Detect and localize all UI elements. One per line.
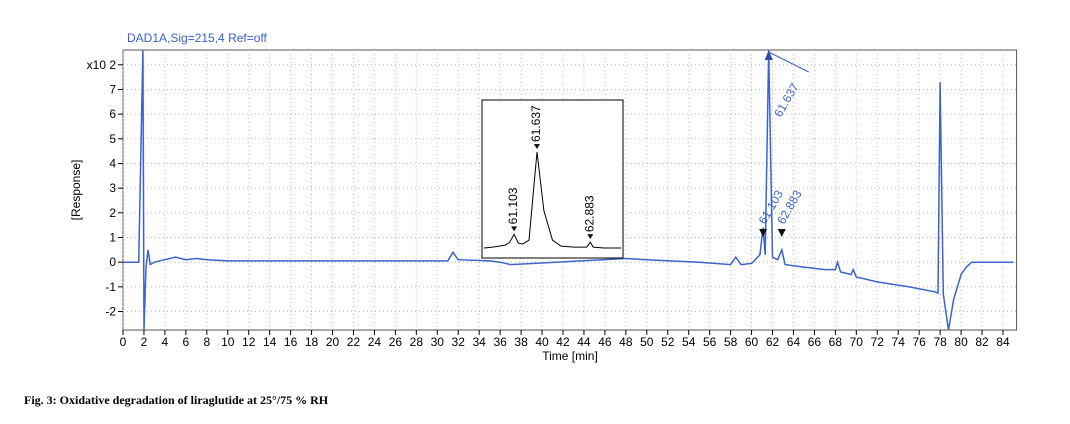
inset-line (483, 151, 621, 249)
y-tick-label: 0 (109, 255, 116, 269)
x-tick-label: 50 (640, 335, 654, 349)
x-tick-label: 40 (535, 335, 549, 349)
y-tick-label: -2 (105, 304, 116, 318)
x-tick-label: 82 (975, 335, 989, 349)
x-tick-label: 76 (912, 335, 926, 349)
x-tick-label: 68 (829, 335, 843, 349)
y-tick-label: 7 (109, 82, 116, 96)
x-tick-label: 42 (556, 335, 570, 349)
peak-marker (587, 234, 594, 240)
x-tick-label: 70 (850, 335, 864, 349)
x-tick-label: 8 (203, 335, 210, 349)
x-tick-label: 24 (368, 335, 382, 349)
y-tick-label: 1 (109, 230, 116, 244)
x-tick-label: 52 (661, 335, 675, 349)
caption: Fig. 3: Oxidative degradation of liraglu… (24, 393, 329, 407)
peak-marker (511, 226, 518, 232)
x-tick-label: 22 (347, 335, 361, 349)
x-tick-label: 62 (766, 335, 780, 349)
chart-title: DAD1A,Sig=215,4 Ref=off (127, 31, 268, 45)
x-tick-label: 74 (892, 335, 906, 349)
peak-arrow (764, 50, 773, 60)
x-axis-label: Time [min] (542, 349, 598, 363)
x-tick-label: 64 (787, 335, 801, 349)
inset-box (481, 99, 624, 259)
x-tick-label: 36 (493, 335, 507, 349)
data-line (123, 49, 1014, 331)
x-tick-label: 2 (141, 335, 148, 349)
peak-marker (759, 229, 768, 238)
x-tick-label: 54 (682, 335, 696, 349)
x-tick-label: 72 (871, 335, 885, 349)
x-tick-label: 12 (242, 335, 256, 349)
x-tick-label: 30 (431, 335, 445, 349)
x-tick-label: 80 (954, 335, 968, 349)
x-tick-label: 60 (745, 335, 759, 349)
y-tick-label: x10 2 (87, 58, 117, 72)
x-tick-label: 38 (514, 335, 528, 349)
x-tick-label: 26 (389, 335, 403, 349)
x-tick-label: 16 (284, 335, 298, 349)
x-tick-label: 34 (473, 335, 487, 349)
x-tick-label: 14 (263, 335, 277, 349)
y-axis-label: [Response] (69, 160, 83, 221)
label-leader (768, 51, 809, 73)
x-tick-label: 56 (703, 335, 717, 349)
x-tick-label: 6 (183, 335, 190, 349)
y-tick-label: 5 (109, 132, 116, 146)
x-tick-label: 20 (326, 335, 340, 349)
inset-peak-label: 62.883 (582, 195, 596, 232)
x-tick-label: 32 (452, 335, 466, 349)
x-tick-label: 78 (933, 335, 947, 349)
x-tick-label: 18 (305, 335, 319, 349)
inset-peak-label: 61.103 (506, 187, 520, 224)
x-tick-label: 10 (221, 335, 235, 349)
x-tick-label: 0 (120, 335, 127, 349)
peak-marker (777, 229, 786, 238)
inset-peak-label: 61.637 (529, 105, 543, 142)
peak-label: 61.637 (771, 80, 802, 119)
x-tick-label: 48 (619, 335, 633, 349)
y-tick-label: -1 (105, 280, 116, 294)
y-tick-label: 4 (109, 156, 116, 170)
x-tick-label: 66 (808, 335, 822, 349)
x-tick-label: 58 (724, 335, 738, 349)
y-tick-label: 6 (109, 107, 116, 121)
x-tick-label: 46 (598, 335, 612, 349)
x-tick-label: 28 (410, 335, 424, 349)
y-tick-label: 2 (109, 206, 116, 220)
peak-marker (533, 144, 540, 149)
x-tick-label: 44 (577, 335, 591, 349)
x-tick-label: 4 (162, 335, 169, 349)
x-tick-label: 84 (996, 335, 1010, 349)
y-tick-label: 3 (109, 181, 116, 195)
